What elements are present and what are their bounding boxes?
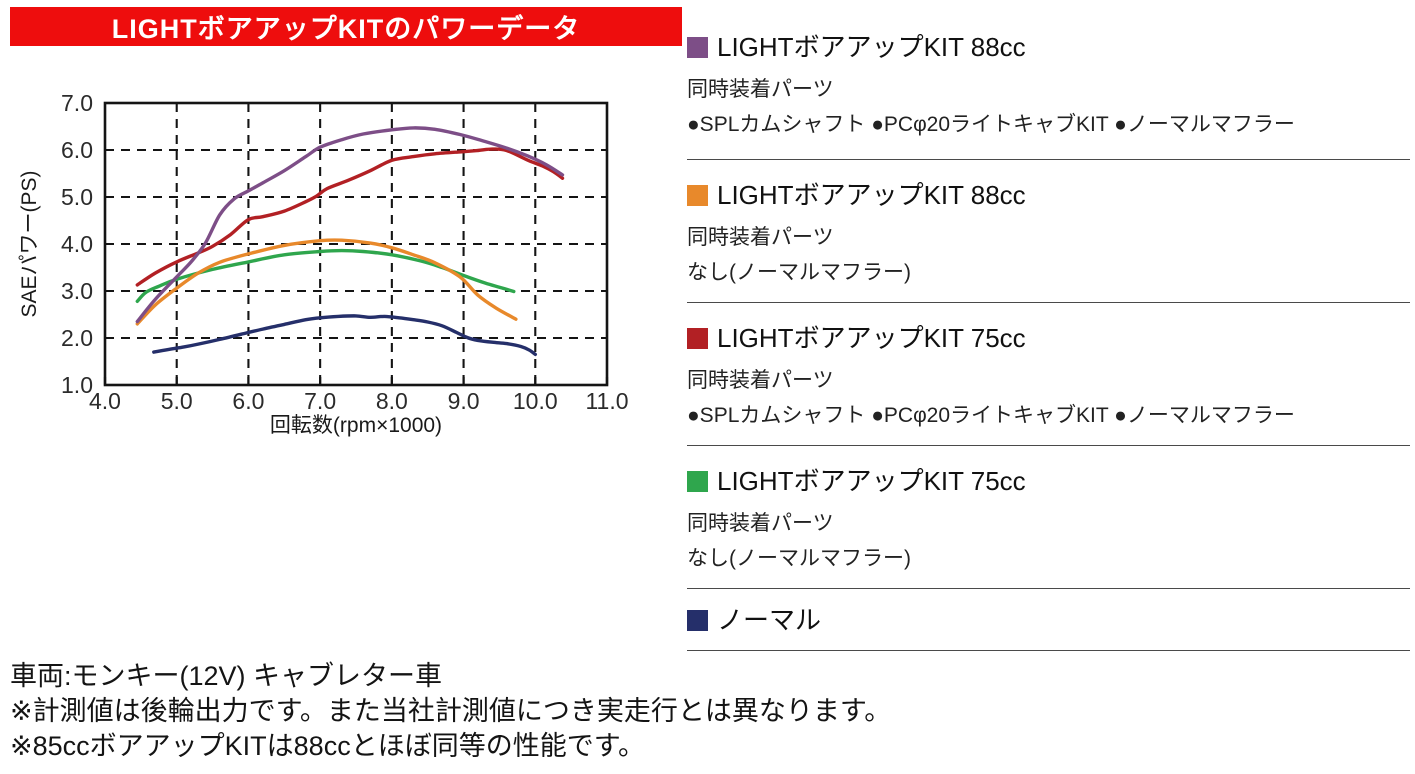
series-color-swatch-orange [687,184,708,206]
series-title: LIGHTボアアップKIT 75cc [717,323,1026,353]
parts-label: 同時装着パーツ [687,78,834,101]
y-tick-label: 3.0 [61,278,93,304]
power-chart: 4.0 5.0 6.0 7.0 8.0 9.0 10.0 11.0 1.0 2.0 3.0 4.0 5.… [18,90,629,437]
series-title: LIGHTボアアップKIT 88cc [717,180,1026,210]
note-measurement: ※計測値は後輪出力です。また当社計測値につき実走行とは異なります。 [10,696,892,726]
parts-list: ●SPLカムシャフト ●PCφ20ライトキャブKIT ●ノーマルマフラー [687,113,1295,136]
page-title: LIGHTボアアップKITのパワーデータ [111,14,581,44]
x-axis-label: 回転数(rpm×1000) [270,414,442,437]
legend-header: LIGHTボアアップKIT 75cc [687,323,1410,353]
title-banner: LIGHTボアアップKITのパワーデータ [10,7,682,46]
series-curve [135,126,565,324]
y-tick-label: 5.0 [61,184,93,210]
legend-item-normal: ノーマル [687,589,1410,651]
legend-item-75cc-parts: LIGHTボアアップKIT 75cc 同時装着パーツ ●SPLカムシャフト ●P… [687,303,1410,446]
series-curve [135,147,565,287]
parts-list: なし(ノーマルマフラー) [687,261,911,284]
legend-item-88cc-parts: LIGHTボアアップKIT 88cc 同時装着パーツ ●SPLカムシャフト ●P… [687,24,1410,160]
series-color-swatch-navy [687,609,708,631]
x-tick-label: 8.0 [376,388,408,414]
legend-panel: LIGHTボアアップKIT 88cc 同時装着パーツ ●SPLカムシャフト ●P… [687,24,1410,651]
legend-item-75cc-noparts: LIGHTボアアップKIT 75cc 同時装着パーツ なし(ノーマルマフラー) [687,446,1410,589]
legend-item-88cc-noparts: LIGHTボアアップKIT 88cc 同時装着パーツ なし(ノーマルマフラー) [687,160,1410,303]
y-tick-label: 7.0 [61,90,93,116]
parts-list: ●SPLカムシャフト ●PCφ20ライトキャブKIT ●ノーマルマフラー [687,404,1295,427]
y-tick-label: 1.0 [61,372,93,398]
legend-header: LIGHTボアアップKIT 75cc [687,466,1410,496]
y-tick-label: 2.0 [61,325,93,351]
legend-header: LIGHTボアアップKIT 88cc [687,32,1410,62]
parts-label: 同時装着パーツ [687,512,834,535]
series-curve [135,238,518,326]
legend-header: LIGHTボアアップKIT 88cc [687,180,1410,210]
y-axis-label: SAEパワー(PS) [18,170,41,317]
note-85cc: ※85ccボアアップKITは88ccとほぼ同等の性能です。 [10,731,645,761]
series-color-swatch-green [687,470,708,492]
parts-list: なし(ノーマルマフラー) [687,547,911,570]
x-tick-label: 7.0 [304,388,336,414]
series-curve [152,314,537,357]
series-title: ノーマル [717,605,822,635]
legend-header: ノーマル [687,605,1410,635]
x-tick-label: 9.0 [448,388,480,414]
x-tick-label: 10.0 [513,388,558,414]
x-tick-label: 4.0 [89,388,121,414]
plot-frame [103,101,609,387]
series-title: LIGHTボアアップKIT 75cc [717,466,1026,496]
parts-label: 同時装着パーツ [687,369,834,392]
parts-label: 同時装着パーツ [687,226,834,249]
series-title: LIGHTボアアップKIT 88cc [717,32,1026,62]
series-color-swatch-purple [687,36,708,58]
x-tick-label: 6.0 [232,388,264,414]
y-tick-label: 6.0 [61,137,93,163]
series-color-swatch-red [687,327,708,349]
x-tick-label: 11.0 [585,388,628,414]
x-tick-label: 5.0 [161,388,193,414]
footnotes: 車両:モンキー(12V) キャブレター車 ※計測値は後輪出力です。また当社計測値… [10,659,891,764]
y-tick-label: 4.0 [61,231,93,257]
note-vehicle: 車両:モンキー(12V) キャブレター車 [10,661,443,691]
